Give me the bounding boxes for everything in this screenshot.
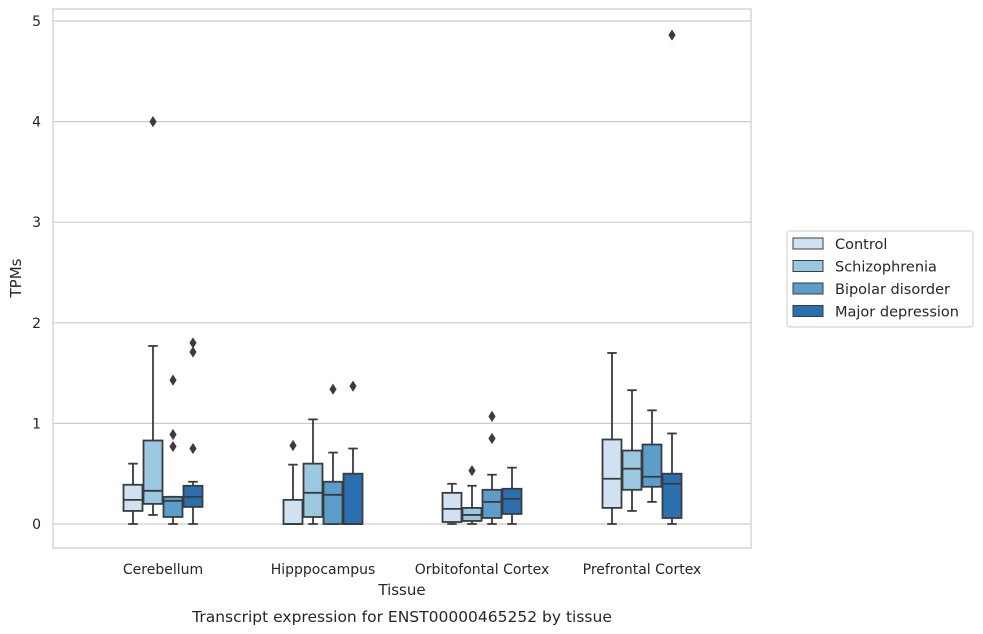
outlier-point [189, 442, 197, 455]
box-0-0 [122, 462, 144, 525]
box-3-2 [641, 409, 663, 503]
box-1-0 [282, 439, 304, 525]
chart-caption: Transcript expression for ENST0000046525… [191, 608, 612, 626]
y-tick-label: 3 [32, 215, 41, 231]
outlier-point [289, 439, 297, 452]
x-tick-labels: Cerebellum Hipppocampus Orbitofontal Corte… [123, 562, 701, 578]
y-axis-label: TPMs [7, 258, 25, 298]
box-body [661, 472, 683, 519]
y-tick-label: 2 [32, 316, 41, 332]
y-tick-label: 5 [32, 14, 41, 30]
outlier-point [169, 374, 177, 386]
legend-swatch [792, 282, 824, 295]
box-body [122, 483, 144, 512]
box-body [501, 487, 523, 515]
legend-frame [786, 230, 974, 328]
legend-swatch [792, 305, 824, 317]
outlier-point [488, 410, 496, 422]
box-body [641, 443, 663, 488]
outlier-point [329, 383, 337, 395]
legend-label: Control [835, 237, 887, 253]
outlier-point [189, 337, 197, 349]
box-body [342, 472, 364, 525]
box-3-3 [661, 29, 683, 525]
y-tick-label: 1 [32, 416, 41, 432]
legend-swatch [792, 237, 824, 250]
x-tick-label: Prefrontal Cortex [583, 562, 702, 578]
box-2-2 [481, 410, 503, 525]
legend-label: Bipolar disorder [835, 282, 950, 298]
boxes [122, 29, 683, 525]
box-body [302, 462, 324, 518]
box-body [162, 495, 184, 518]
x-axis-label: Tissue [377, 581, 425, 599]
legend: Control Schizophrenia Bipolar disorder Majo… [786, 230, 974, 328]
legend-label: Schizophrenia [835, 260, 937, 276]
y-tick-label: 4 [32, 115, 41, 131]
box-3-0 [601, 352, 623, 525]
y-tick-labels: 0 1 2 3 4 5 [32, 14, 41, 533]
box-body [601, 438, 623, 509]
legend-label: Major depression [835, 305, 959, 321]
x-tick-label: Cerebellum [123, 562, 203, 578]
gridlines [53, 20, 751, 525]
outlier-point [149, 116, 157, 128]
box-body [621, 449, 643, 491]
outlier-point [169, 440, 177, 453]
box-1-2 [322, 383, 344, 525]
box-1-1 [302, 418, 324, 525]
box-body [441, 491, 463, 523]
outlier-point [468, 465, 476, 477]
x-tick-label: Hipppocampus [271, 562, 376, 578]
box-2-3 [501, 466, 523, 525]
outlier-point [668, 29, 676, 41]
box-0-1 [142, 116, 164, 516]
outlier-point [349, 380, 357, 392]
box-body [142, 439, 164, 505]
box-2-0 [441, 482, 463, 525]
box-0-3 [182, 337, 204, 525]
box-body [481, 488, 503, 519]
box-1-3 [342, 380, 364, 525]
box-0-2 [162, 374, 184, 525]
box-body [282, 498, 304, 525]
box-3-1 [621, 389, 643, 512]
outlier-point [169, 428, 177, 441]
legend-swatch [792, 260, 824, 272]
box-2-1 [461, 465, 483, 525]
plot-frame [52, 8, 752, 549]
y-tick-label: 0 [32, 517, 41, 533]
box-body [322, 480, 344, 525]
x-tick-label: Orbitofontal Cortex [415, 562, 550, 578]
outlier-point [488, 432, 496, 445]
outlier-point [189, 346, 197, 358]
